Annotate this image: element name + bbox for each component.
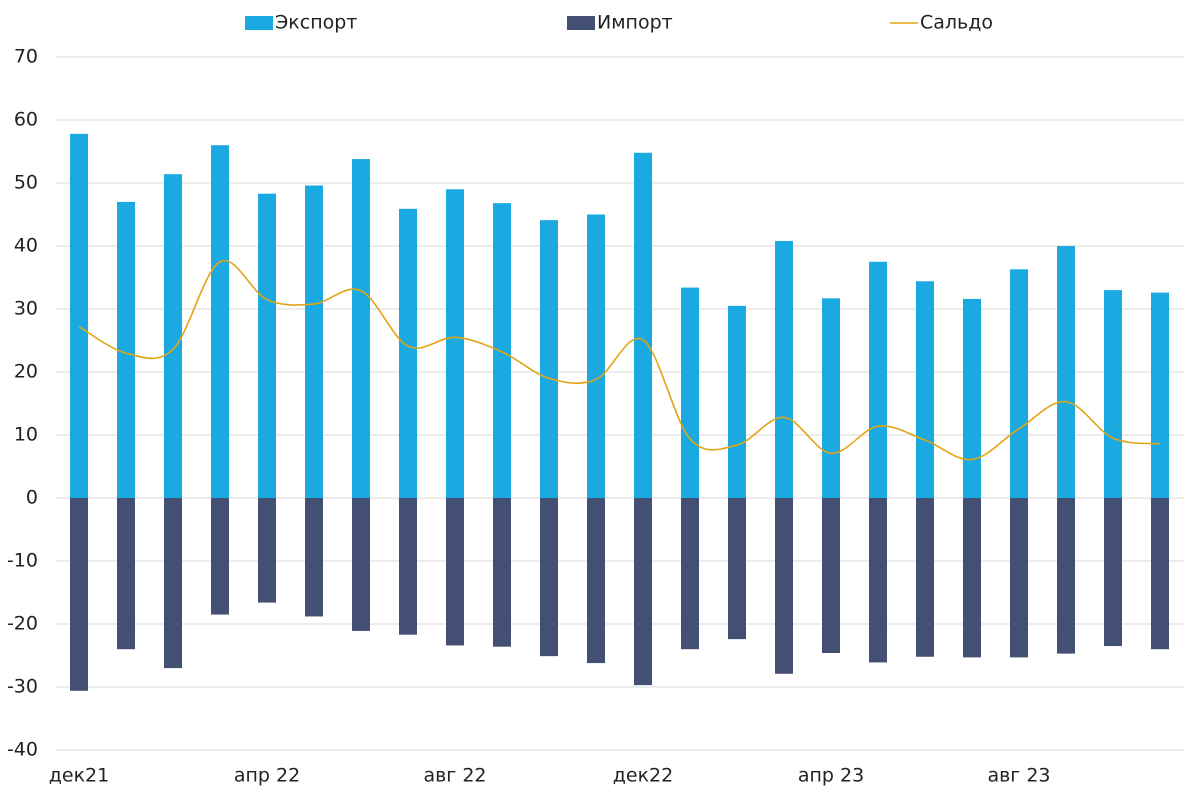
y-tick-label: -40: [7, 739, 38, 761]
bar: [352, 159, 370, 498]
bar: [258, 498, 276, 603]
bar: [775, 498, 793, 674]
bar: [305, 498, 323, 617]
bar: [963, 498, 981, 658]
bar: [211, 498, 229, 615]
bar: [1010, 498, 1028, 658]
bar: [822, 498, 840, 653]
bar: [352, 498, 370, 631]
bar: [1104, 498, 1122, 647]
bar: [305, 185, 323, 498]
bar: [681, 287, 699, 498]
bar: [634, 498, 652, 686]
y-tick-label: 30: [14, 298, 38, 320]
bar: [399, 208, 417, 498]
y-tick-label: 40: [14, 235, 38, 257]
x-tick-label: авг 22: [423, 765, 486, 787]
bar: [775, 240, 793, 498]
bar: [164, 174, 182, 498]
bar: [869, 498, 887, 663]
legend-label: Импорт: [597, 12, 673, 34]
x-tick-label: апр 22: [234, 765, 300, 787]
bar: [1057, 246, 1075, 498]
bar: [493, 203, 511, 498]
y-tick-label: 0: [26, 487, 38, 509]
bar: [1104, 290, 1122, 498]
bar: [1151, 498, 1169, 650]
bar: [399, 498, 417, 635]
x-tick-label: дек21: [49, 765, 109, 787]
bar: [728, 305, 746, 498]
bar: [493, 498, 511, 647]
y-tick-label: 70: [14, 46, 38, 68]
bar: [117, 498, 135, 650]
bar: [1010, 269, 1028, 498]
bar: [634, 152, 652, 498]
bar: [446, 498, 464, 646]
y-tick-label: -10: [7, 550, 38, 572]
bar: [1057, 498, 1075, 654]
bar: [70, 498, 88, 691]
y-tick-label: 10: [14, 424, 38, 446]
bar: [211, 145, 229, 498]
y-tick-label: 50: [14, 172, 38, 194]
bar: [916, 498, 934, 657]
legend-swatch: [245, 16, 273, 30]
bar: [540, 220, 558, 499]
y-tick-label: -20: [7, 613, 38, 635]
x-tick-label: авг 23: [987, 765, 1050, 787]
bar: [869, 261, 887, 498]
y-tick-label: 20: [14, 361, 38, 383]
bar: [963, 298, 981, 498]
bar: [822, 298, 840, 498]
bar: [540, 498, 558, 657]
bar: [681, 498, 699, 650]
bar: [117, 201, 135, 498]
y-tick-label: -30: [7, 676, 38, 698]
bar: [587, 498, 605, 664]
legend-label: Экспорт: [275, 12, 357, 34]
x-tick-label: дек22: [613, 765, 673, 787]
y-tick-label: 60: [14, 109, 38, 131]
bar: [258, 193, 276, 498]
bar: [446, 189, 464, 499]
legend-swatch: [567, 16, 595, 30]
bar: [587, 214, 605, 498]
bar: [1151, 292, 1169, 498]
x-tick-label: апр 23: [798, 765, 864, 787]
bar: [916, 281, 934, 498]
legend-label: Сальдо: [920, 12, 993, 34]
bar: [728, 498, 746, 640]
bar: [70, 133, 88, 499]
bar: [164, 498, 182, 669]
line: [78, 259, 1161, 461]
